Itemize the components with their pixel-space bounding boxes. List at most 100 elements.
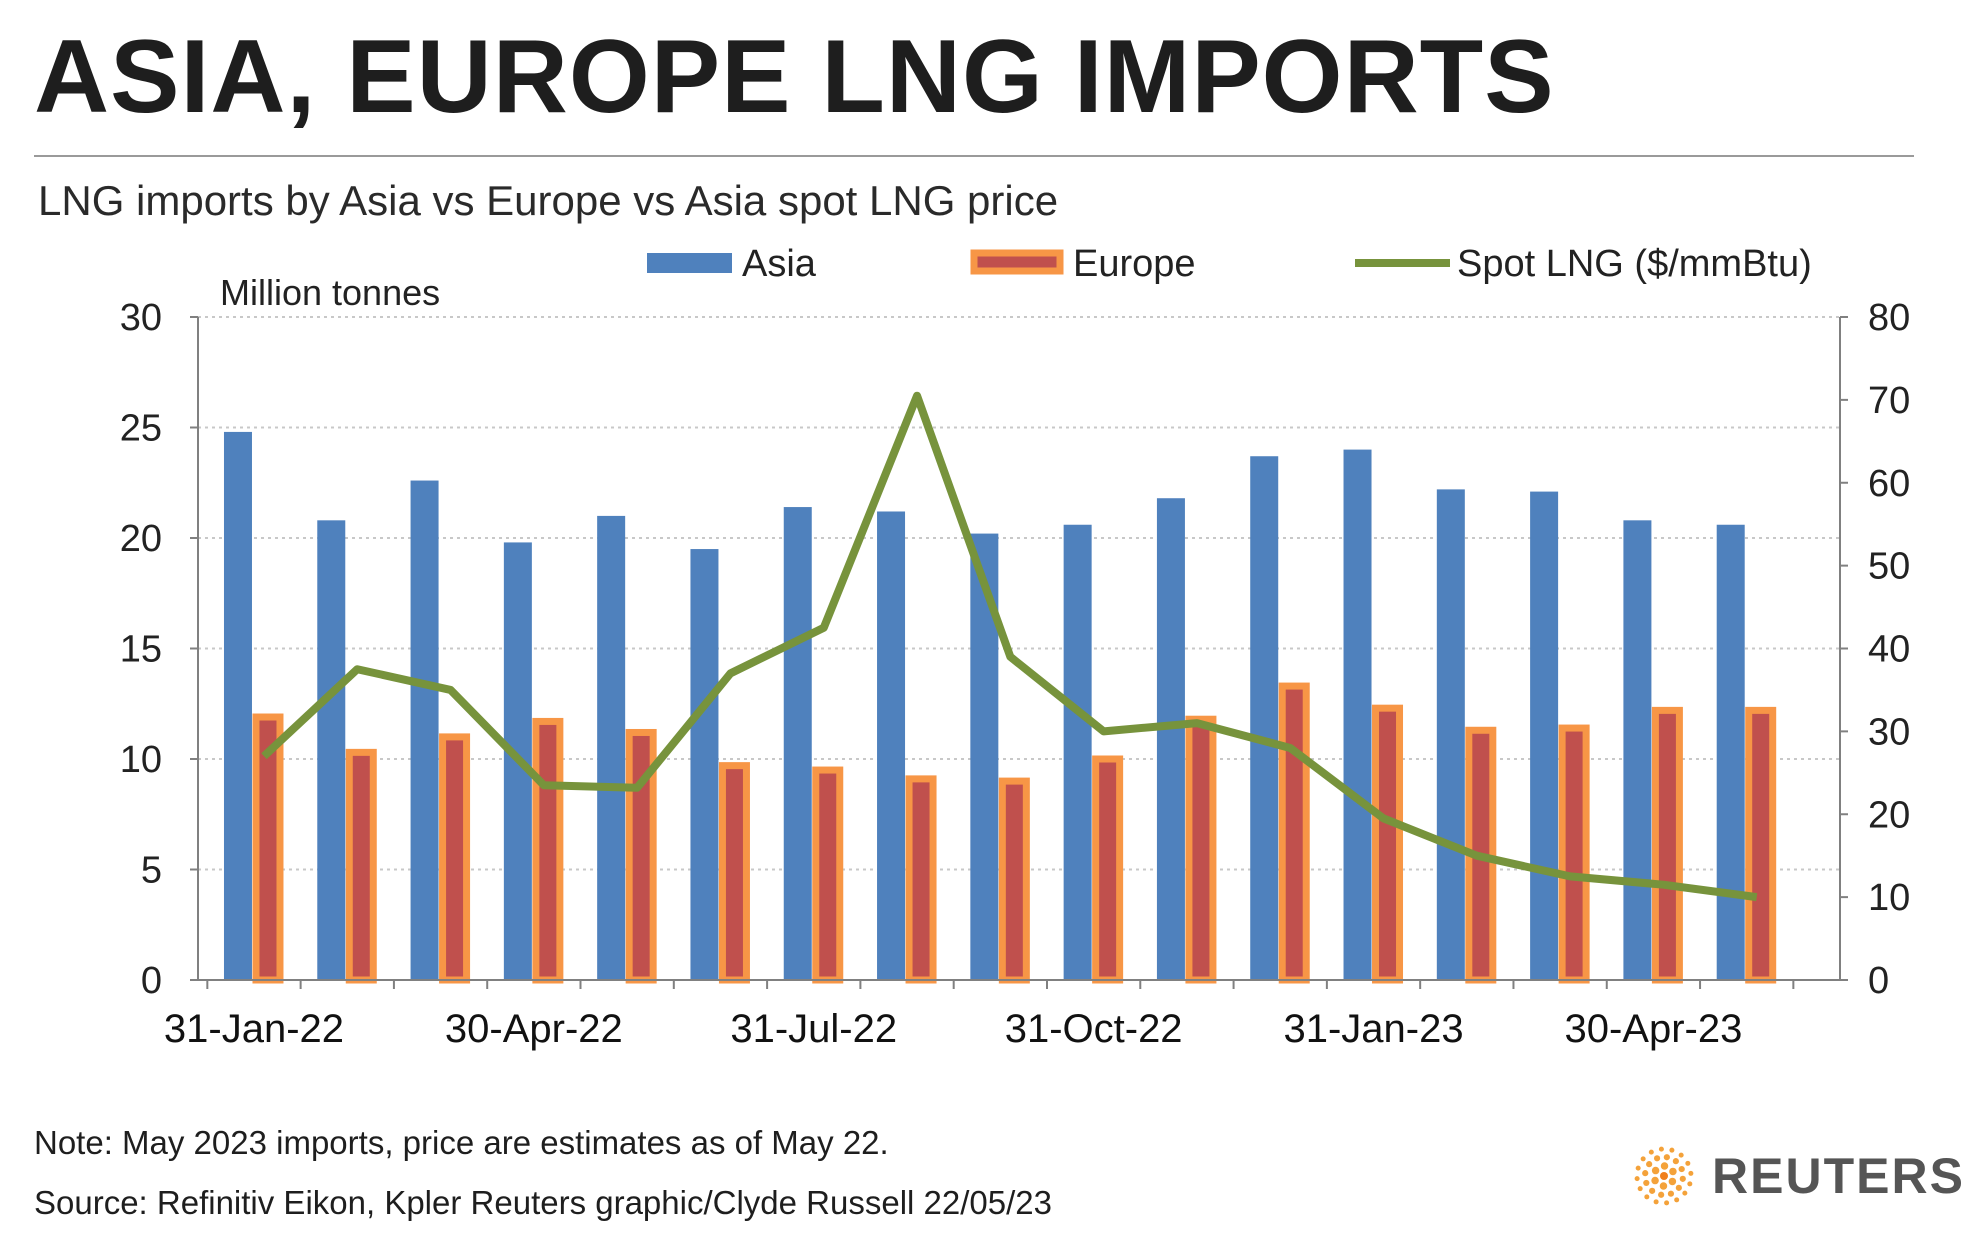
right-tick-label: 20: [1868, 794, 1910, 836]
source-line: Source: Refinitiv Eikon, Kpler Reuters g…: [34, 1184, 1053, 1221]
tick-labels: 0 5 10 15 20 25 30 0 10 20 30 40 50 60 70 80 31-Jan-22 30…: [120, 272, 1911, 1051]
logo-dot: [1660, 1162, 1669, 1170]
logo-dot: [1637, 1186, 1643, 1192]
bar-europe: [1185, 715, 1217, 984]
logo-dot: [1648, 1149, 1654, 1155]
logo-dot: [1675, 1184, 1682, 1191]
left-tick-label: 25: [120, 408, 162, 450]
bar-europe: [1558, 724, 1590, 984]
axes: [190, 316, 1848, 989]
bar-asia: [1343, 449, 1372, 981]
bar-europe: [812, 766, 844, 984]
logo-dot: [1640, 1156, 1646, 1162]
bar-europe: [1092, 755, 1124, 984]
logo-dot: [1678, 1152, 1684, 1158]
bar-europe: [1651, 706, 1683, 984]
chart-title: ASIA, EUROPE LNG IMPORTS: [34, 19, 1555, 135]
legend: Asia Europe Spot LNG ($/mmBtu): [647, 243, 1812, 285]
chart-subtitle: LNG imports by Asia vs Europe vs Asia sp…: [38, 177, 1059, 224]
bar-asia: [1623, 520, 1652, 980]
right-tick-label: 10: [1868, 877, 1910, 919]
right-tick-label: 80: [1868, 297, 1910, 339]
bar-asia: [690, 549, 719, 980]
logo-dot: [1669, 1167, 1677, 1176]
reuters-brand: REUTERS: [1630, 1140, 1965, 1212]
bar-asia: [783, 507, 812, 980]
bar-europe: [439, 733, 471, 984]
y-axis-label-left: Million tonnes: [220, 272, 440, 313]
left-tick-label: 0: [141, 960, 162, 1002]
x-tick-label: 31-Oct-22: [1005, 1007, 1183, 1051]
spot-line: [261, 391, 1758, 902]
bar-europe: [252, 713, 284, 984]
x-tick-label: 30-Apr-22: [445, 1007, 623, 1051]
logo-dot: [1664, 1200, 1670, 1206]
logo-dot: [1649, 1187, 1656, 1194]
bar-asia: [1436, 489, 1465, 980]
right-tick-label: 40: [1868, 629, 1910, 671]
right-tick-label: 50: [1868, 546, 1910, 588]
bar-asia: [877, 511, 906, 980]
bar-europe: [905, 775, 937, 984]
bar-europe: [345, 748, 377, 984]
logo-dot: [1644, 1194, 1650, 1200]
title-divider: [34, 155, 1914, 157]
logo-dot: [1651, 1176, 1659, 1185]
bar-asia: [1716, 524, 1745, 980]
bar-asia: [597, 515, 626, 980]
right-tick-label: 30: [1868, 711, 1910, 753]
logo-dot: [1672, 1158, 1679, 1165]
logo-dot: [1651, 1166, 1660, 1175]
bar-asia: [1530, 491, 1559, 980]
bar-europe: [1278, 682, 1310, 984]
logo-dot: [1668, 1177, 1677, 1186]
left-tick-label: 15: [120, 629, 162, 671]
brand-wordmark: REUTERS: [1712, 1148, 1965, 1204]
logo-dot: [1687, 1181, 1693, 1187]
bar-asia: [1156, 498, 1185, 980]
logo-dot: [1643, 1179, 1650, 1187]
footnote: Note: May 2023 imports, price are estima…: [34, 1124, 889, 1161]
logo-dot: [1663, 1154, 1670, 1161]
left-tick-label: 10: [120, 739, 162, 781]
bars: [223, 431, 1777, 984]
left-tick-label: 20: [120, 518, 162, 560]
bar-asia: [223, 431, 252, 980]
bar-asia: [410, 480, 439, 980]
left-tick-label: 30: [120, 297, 162, 339]
bar-europe: [1745, 706, 1777, 984]
logo-center: [1660, 1172, 1668, 1180]
logo-dot: [1685, 1160, 1691, 1166]
logo-dot: [1653, 1199, 1659, 1205]
logo-dot: [1653, 1155, 1661, 1162]
reuters-logo-icon: [1634, 1146, 1694, 1206]
logo-dot: [1642, 1170, 1649, 1177]
x-tick-label: 31-Jan-23: [1283, 1007, 1463, 1051]
x-tick-label: 31-Jan-22: [164, 1007, 344, 1051]
x-tick-label: 30-Apr-23: [1564, 1007, 1742, 1051]
logo-dot: [1682, 1190, 1688, 1196]
left-tick-label: 5: [141, 850, 162, 892]
bar-asia: [317, 520, 346, 980]
logo-dot: [1667, 1190, 1675, 1197]
x-tick-label: 31-Jul-22: [730, 1007, 897, 1051]
spot-lng-line: [261, 391, 1758, 902]
logo-dot: [1669, 1147, 1675, 1153]
logo-dot: [1658, 1191, 1665, 1198]
logo-dot: [1678, 1165, 1685, 1173]
legend-label-asia: Asia: [742, 243, 817, 285]
bar-europe: [998, 777, 1030, 984]
logo-dot: [1635, 1165, 1641, 1171]
logo-dot: [1634, 1176, 1640, 1182]
logo-dot: [1646, 1161, 1653, 1168]
bar-europe: [718, 762, 750, 984]
bar-asia: [1250, 456, 1279, 981]
legend-swatch-asia: [647, 253, 732, 273]
logo-dot: [1688, 1170, 1694, 1176]
right-tick-label: 60: [1868, 463, 1910, 505]
bar-europe: [532, 717, 564, 984]
legend-label-spot: Spot LNG ($/mmBtu): [1457, 243, 1812, 285]
bar-europe: [1372, 704, 1404, 984]
logo-dot: [1674, 1197, 1680, 1203]
bar-asia: [1063, 524, 1092, 980]
